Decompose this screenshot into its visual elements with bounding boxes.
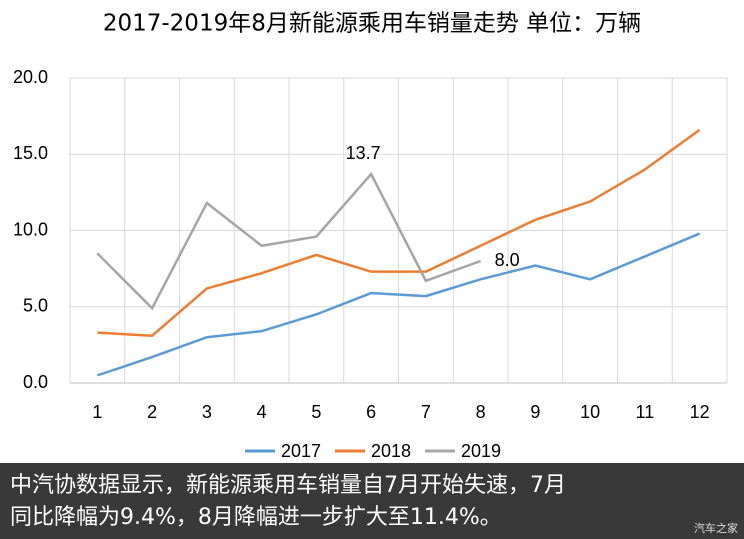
- y-tick-label: 10.0: [13, 219, 48, 239]
- series-line: [96, 232, 701, 377]
- x-tick-label: 9: [530, 402, 540, 422]
- data-label: 8.0: [495, 250, 520, 270]
- data-label: 13.7: [346, 143, 381, 163]
- x-tick-label: 12: [690, 402, 710, 422]
- x-tick-label: 10: [580, 402, 600, 422]
- legend-label: 2018: [371, 441, 411, 461]
- x-tick-label: 8: [476, 402, 486, 422]
- y-tick-label: 15.0: [13, 143, 48, 163]
- series-line: [96, 171, 482, 311]
- x-tick-label: 11: [636, 402, 655, 422]
- y-tick-label: 5.0: [23, 296, 48, 316]
- y-tick-label: 20.0: [13, 67, 48, 87]
- x-tick-label: 5: [311, 402, 321, 422]
- legend-label: 2019: [461, 441, 501, 461]
- x-tick-label: 1: [92, 402, 102, 422]
- watermark: 汽车之家: [694, 521, 738, 535]
- caption-box: [0, 463, 744, 539]
- x-tick-label: 3: [202, 402, 212, 422]
- caption-line: 中汽协数据显示，新能源乘用车销量自7月开始失速，7月: [10, 473, 566, 498]
- legend-label: 2017: [281, 441, 321, 461]
- x-tick-label: 2: [147, 402, 157, 422]
- x-tick-label: 7: [421, 402, 431, 422]
- chart-title: 2017-2019年8月新能源乘用车销量走势 单位：万辆: [103, 11, 641, 37]
- series-line: [97, 128, 701, 338]
- y-tick-label: 0.0: [23, 372, 48, 392]
- x-tick-label: 6: [366, 402, 376, 422]
- x-tick-label: 4: [257, 402, 267, 422]
- caption-line: 同比降幅为9.4%，8月降幅进一步扩大至11.4%。: [10, 505, 502, 530]
